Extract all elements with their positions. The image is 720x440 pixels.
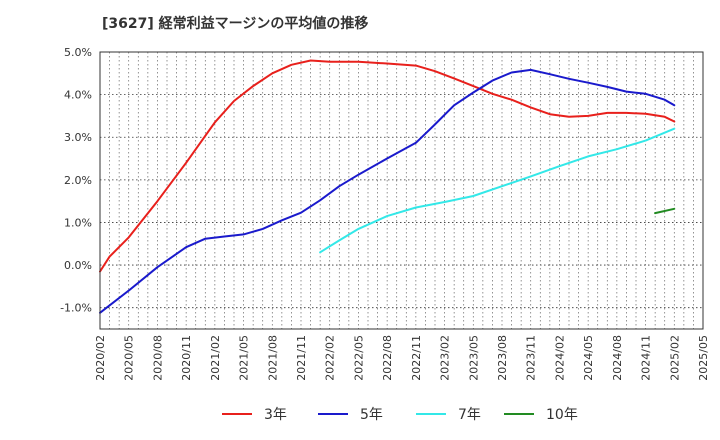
- series-layer: [99, 59, 676, 314]
- x-tick-label: 2021/02: [209, 335, 222, 381]
- x-tick-label: 2023/02: [439, 335, 452, 381]
- grid: [99, 51, 704, 329]
- legend-label: 5年: [360, 407, 383, 423]
- legend-label: 3年: [264, 407, 287, 423]
- x-tick-label: 2023/05: [467, 335, 480, 381]
- legend-label: 10年: [546, 407, 578, 423]
- x-tick-label: 2023/08: [496, 335, 509, 381]
- x-tick-label: 2021/05: [238, 335, 251, 381]
- chart-title: [3627] 経常利益マージンの平均値の推移: [102, 15, 368, 32]
- x-tick-label: 2023/11: [525, 335, 538, 381]
- x-tick-label: 2020/08: [151, 335, 164, 381]
- y-tick-label: 3.0%: [64, 131, 92, 144]
- x-tick-label: 2020/11: [180, 335, 193, 381]
- x-tick-label: 2024/11: [640, 335, 653, 381]
- legend-label: 7年: [458, 407, 481, 423]
- x-tick-label: 2021/08: [266, 335, 279, 381]
- y-tick-label: -1.0%: [60, 302, 92, 315]
- x-tick-label: 2025/05: [697, 335, 710, 381]
- x-tick-label: 2024/08: [611, 335, 624, 381]
- y-tick-label: 5.0%: [64, 46, 92, 59]
- x-tick-label: 2022/02: [324, 335, 337, 381]
- x-tick-label: 2020/02: [94, 335, 107, 381]
- y-tick-label: 0.0%: [64, 259, 92, 272]
- legend: 3年 5年 7年 10年: [222, 407, 578, 423]
- series-line-4: [654, 207, 676, 215]
- y-axis-labels: -1.0% 0.0% 1.0% 2.0% 3.0% 4.0% 5.0%: [60, 46, 92, 315]
- y-tick-label: 1.0%: [64, 216, 92, 229]
- y-tick-label: 2.0%: [64, 174, 92, 187]
- series-line-1: [99, 59, 676, 273]
- x-tick-label: 2024/02: [553, 335, 566, 381]
- y-tick-label: 4.0%: [64, 89, 92, 102]
- x-tick-label: 2021/11: [295, 335, 308, 381]
- x-tick-label: 2022/05: [352, 335, 365, 381]
- series-line-3: [319, 127, 676, 254]
- x-tick-label: 2025/02: [668, 335, 681, 381]
- x-tick-label: 2022/11: [410, 335, 423, 381]
- x-tick-label: 2022/08: [381, 335, 394, 381]
- x-axis-labels: 2020/02 2020/05 2020/08 2020/11 2021/02 2021/…: [94, 335, 710, 381]
- plot-frame: [99, 51, 704, 330]
- x-tick-label: 2020/05: [123, 335, 136, 381]
- series-line-2: [99, 68, 676, 314]
- x-tick-label: 2024/05: [582, 335, 595, 381]
